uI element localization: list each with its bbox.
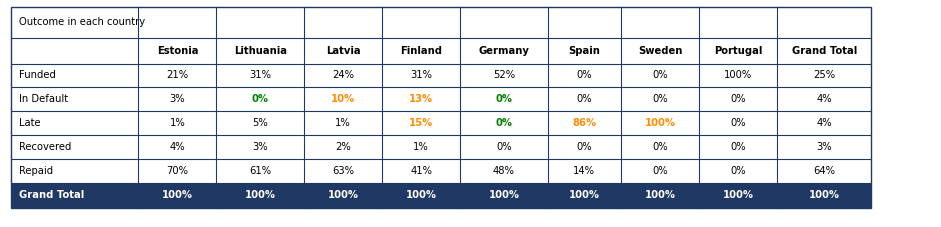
Text: 100%: 100% xyxy=(327,190,359,200)
Text: 100%: 100% xyxy=(645,190,676,200)
Text: 100%: 100% xyxy=(723,190,754,200)
Text: 0%: 0% xyxy=(577,94,592,104)
Text: Grand Total: Grand Total xyxy=(791,46,857,56)
Text: 0%: 0% xyxy=(652,94,668,104)
Text: 48%: 48% xyxy=(493,166,515,176)
Text: 100%: 100% xyxy=(809,190,839,200)
Text: 2%: 2% xyxy=(335,142,351,152)
Text: 100%: 100% xyxy=(724,70,753,81)
Text: 0%: 0% xyxy=(652,166,668,176)
Text: 100%: 100% xyxy=(569,190,599,200)
Text: Sweden: Sweden xyxy=(638,46,682,56)
Text: 1%: 1% xyxy=(413,142,429,152)
Text: 100%: 100% xyxy=(406,190,437,200)
Text: 0%: 0% xyxy=(730,94,746,104)
Text: 0%: 0% xyxy=(577,70,592,81)
Text: 1%: 1% xyxy=(335,118,351,128)
Text: 0%: 0% xyxy=(730,118,746,128)
Text: 100%: 100% xyxy=(645,118,676,128)
Text: Recovered: Recovered xyxy=(19,142,72,152)
Text: Grand Total: Grand Total xyxy=(19,190,84,200)
Text: In Default: In Default xyxy=(19,94,68,104)
Text: 63%: 63% xyxy=(332,166,354,176)
Text: 100%: 100% xyxy=(488,190,519,200)
Text: 3%: 3% xyxy=(817,142,832,152)
Text: 15%: 15% xyxy=(409,118,433,128)
Text: 0%: 0% xyxy=(730,166,746,176)
Text: 0%: 0% xyxy=(577,142,592,152)
Text: 1%: 1% xyxy=(169,118,185,128)
Text: 100%: 100% xyxy=(162,190,193,200)
Text: 70%: 70% xyxy=(167,166,188,176)
Text: Portugal: Portugal xyxy=(714,46,762,56)
Text: Latvia: Latvia xyxy=(326,46,360,56)
Text: 25%: 25% xyxy=(813,70,836,81)
Text: 31%: 31% xyxy=(410,70,432,81)
Text: Finland: Finland xyxy=(400,46,442,56)
Text: 4%: 4% xyxy=(169,142,185,152)
Text: 64%: 64% xyxy=(813,166,836,176)
Text: 0%: 0% xyxy=(251,94,269,104)
Text: Funded: Funded xyxy=(19,70,56,81)
Text: 13%: 13% xyxy=(409,94,433,104)
Text: 52%: 52% xyxy=(493,70,515,81)
Text: 0%: 0% xyxy=(495,118,513,128)
Text: Estonia: Estonia xyxy=(156,46,199,56)
Text: 4%: 4% xyxy=(817,94,832,104)
Text: 0%: 0% xyxy=(730,142,746,152)
Text: 24%: 24% xyxy=(332,70,354,81)
Text: Outcome in each country: Outcome in each country xyxy=(19,17,145,27)
Text: 0%: 0% xyxy=(652,142,668,152)
Text: 10%: 10% xyxy=(331,94,355,104)
Text: 0%: 0% xyxy=(495,94,513,104)
Text: Late: Late xyxy=(19,118,40,128)
Text: 14%: 14% xyxy=(573,166,596,176)
Text: 3%: 3% xyxy=(252,142,268,152)
Bar xyxy=(11,7,871,208)
Text: 31%: 31% xyxy=(249,70,271,81)
Text: Lithuania: Lithuania xyxy=(233,46,287,56)
Bar xyxy=(11,183,871,208)
Text: 61%: 61% xyxy=(249,166,271,176)
Text: 0%: 0% xyxy=(496,142,512,152)
Text: 100%: 100% xyxy=(245,190,276,200)
Text: 5%: 5% xyxy=(252,118,268,128)
Text: 4%: 4% xyxy=(817,118,832,128)
Text: Spain: Spain xyxy=(568,46,600,56)
Text: Germany: Germany xyxy=(478,46,530,56)
Text: 41%: 41% xyxy=(410,166,432,176)
Text: 0%: 0% xyxy=(652,70,668,81)
Text: 3%: 3% xyxy=(169,94,185,104)
Text: 21%: 21% xyxy=(167,70,188,81)
Text: Repaid: Repaid xyxy=(19,166,53,176)
Text: 86%: 86% xyxy=(572,118,597,128)
